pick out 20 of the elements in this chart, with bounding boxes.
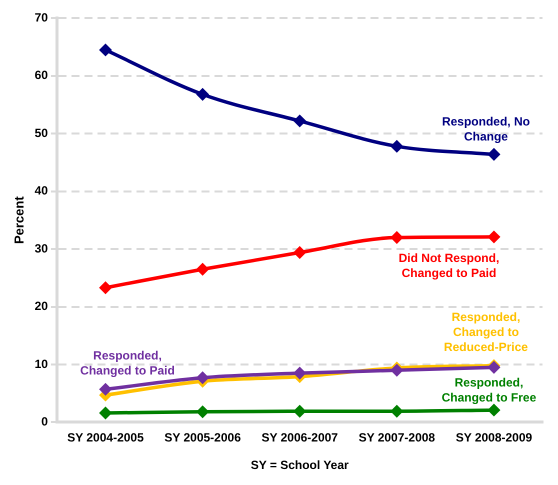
series-label: Did Not Respond, Changed to Paid: [398, 251, 500, 280]
series-label: Responded, Changed to Reduced-Price: [444, 310, 528, 354]
y-tick-label: 50: [34, 126, 48, 140]
y-tick-label: 0: [41, 414, 48, 429]
y-tick-label: 70: [34, 10, 48, 25]
y-tick-label: 40: [34, 184, 48, 198]
series-label: Responded, Changed to Paid: [80, 348, 175, 378]
x-tick-label: SY 2006-2007: [261, 430, 338, 445]
y-tick-label: 10: [34, 356, 48, 371]
series-label: Responded, No Change: [442, 114, 530, 144]
y-tick-label: 30: [34, 241, 48, 256]
x-tick-label: SY 2007-2008: [358, 430, 436, 445]
series-label: Responded, Changed to Free: [442, 375, 537, 404]
x-tick-label: SY 2004-2005: [67, 430, 144, 445]
x-axis-title: SY = School Year: [250, 458, 350, 472]
y-tick-label: 60: [34, 68, 48, 82]
x-tick-label: SY 2008-2009: [456, 430, 533, 445]
x-tick-label: SY 2005-2006: [164, 430, 242, 445]
y-axis-title: Percent: [11, 196, 26, 244]
y-tick-label: 20: [34, 299, 48, 314]
